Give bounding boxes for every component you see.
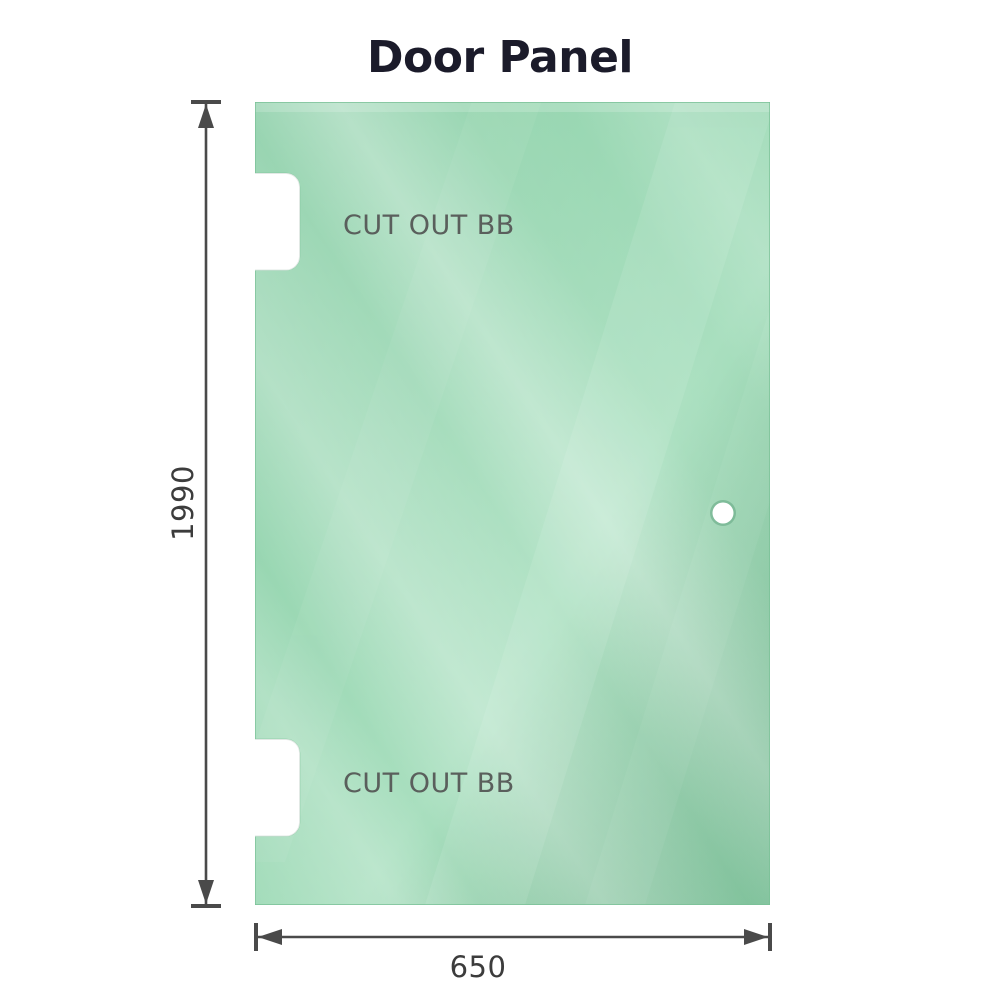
arrow-right-icon bbox=[744, 929, 768, 945]
panel-body bbox=[255, 102, 770, 905]
handle-hole[interactable] bbox=[710, 500, 736, 526]
cutout-label-bottom: CUT OUT BB bbox=[343, 768, 515, 799]
panel-graphic bbox=[255, 102, 770, 905]
cutout-label-top: CUT OUT BB bbox=[343, 210, 515, 241]
cutout-top[interactable] bbox=[255, 173, 300, 271]
dimension-value-height: 1990 bbox=[166, 465, 200, 541]
arrow-up-icon bbox=[198, 104, 214, 128]
dimension-line-width bbox=[254, 923, 772, 951]
arrow-down-icon bbox=[198, 880, 214, 904]
glass-door-panel[interactable] bbox=[255, 102, 770, 905]
dimension-value-width: 650 bbox=[449, 950, 507, 984]
page-title: Door Panel bbox=[366, 32, 634, 83]
arrow-left-icon bbox=[258, 929, 282, 945]
cutout-bottom[interactable] bbox=[255, 739, 300, 837]
dimension-line-height bbox=[191, 100, 221, 908]
